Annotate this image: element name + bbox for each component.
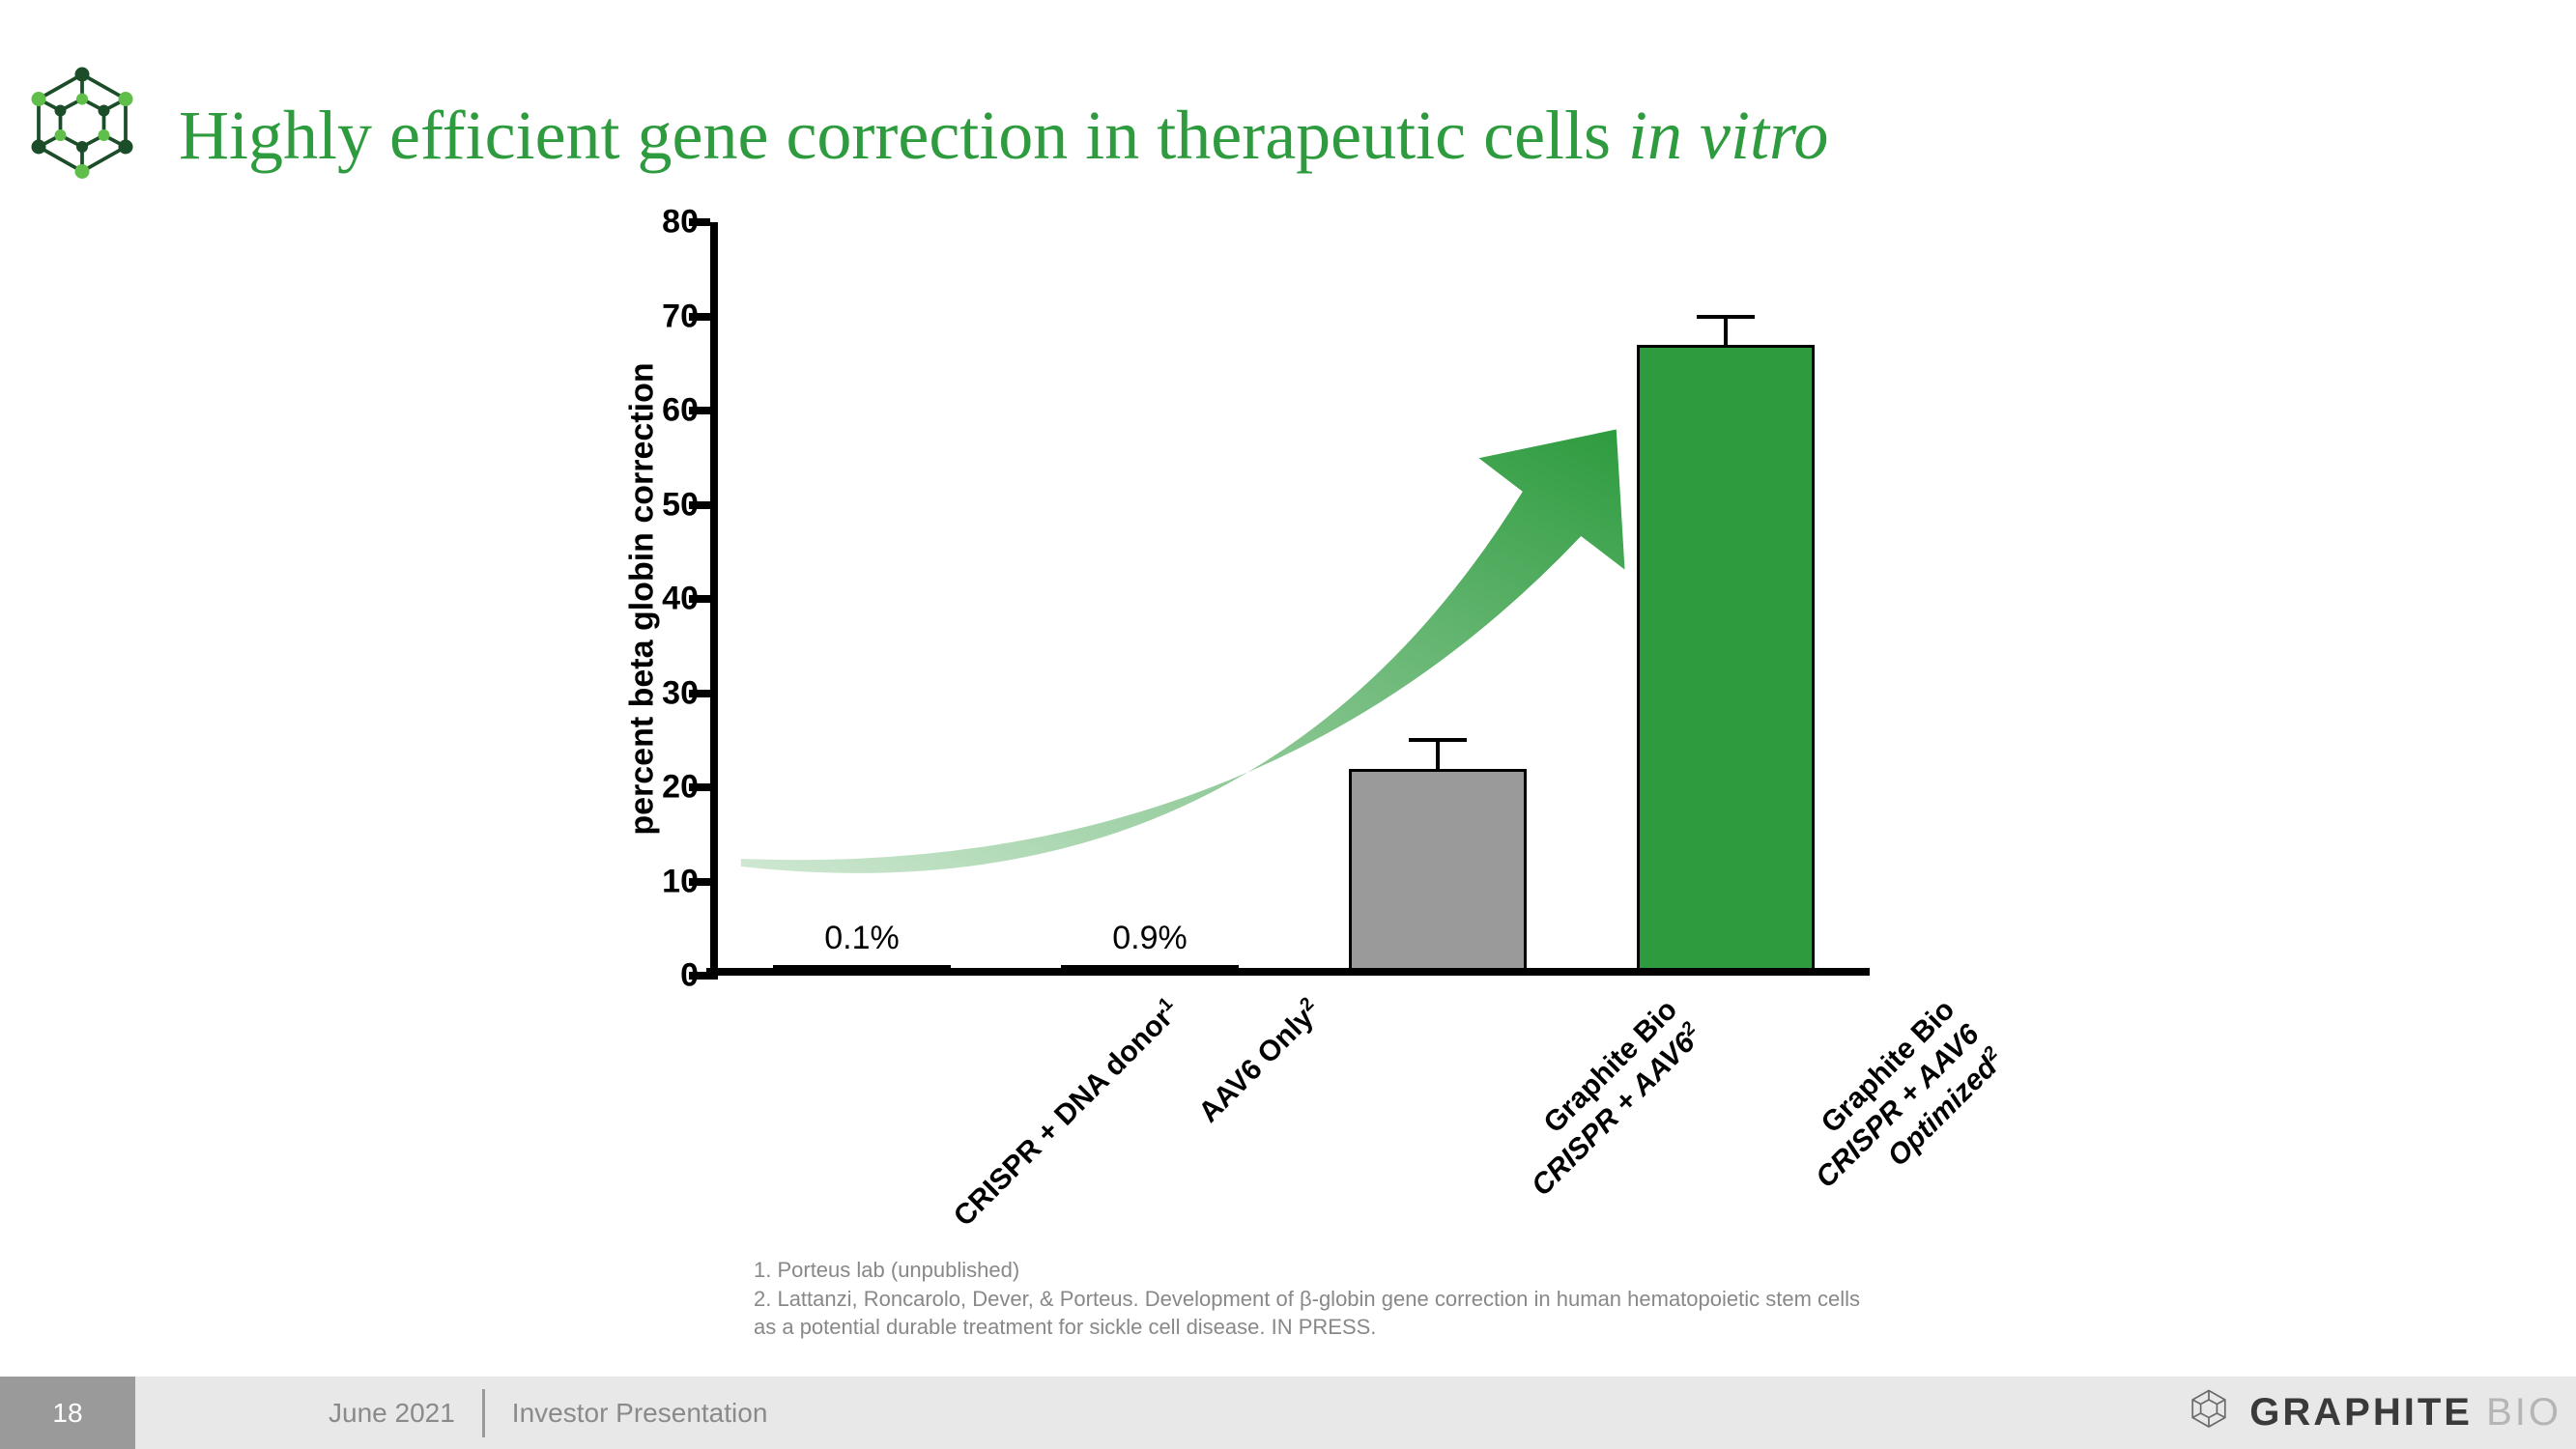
footer-label: Investor Presentation (512, 1398, 768, 1429)
y-tick-label: 60 (662, 392, 699, 430)
footer-date: June 2021 (329, 1398, 455, 1429)
x-tick-label: Graphite BioCRISPR + AAV62 (1500, 993, 1710, 1204)
bar (1637, 345, 1816, 968)
error-bar-stem (1724, 317, 1728, 345)
x-tick-label: AAV6 Only2 (1191, 993, 1329, 1130)
brand-bold: GRAPHITE (2249, 1391, 2473, 1434)
error-bar-stem (1436, 740, 1440, 768)
y-tick-label: 30 (662, 674, 699, 712)
slide-title: Highly efficient gene correction in ther… (179, 96, 1828, 176)
y-axis-label: percent beta globin correction (624, 362, 662, 835)
bar (1349, 769, 1528, 969)
bar-value-label: 0.9% (1112, 920, 1188, 957)
y-tick-label: 0 (680, 957, 699, 995)
footer-brand: GRAPHITE BIO (2182, 1386, 2562, 1440)
x-tick-label: Graphite BioCRISPR + AAV6Optimized2 (1785, 993, 2013, 1221)
bar (773, 965, 952, 968)
y-tick-label: 70 (662, 298, 699, 335)
plot-area: percent beta globin correction 010203040… (710, 222, 1870, 976)
x-tick-label: CRISPR + DNA donor1 (946, 993, 1187, 1234)
brand-light: BIO (2473, 1391, 2562, 1434)
slide-title-main: Highly efficient gene correction in ther… (179, 97, 1628, 174)
error-bar-cap (1409, 738, 1467, 742)
bar (1061, 965, 1240, 968)
slide-title-em: in vitro (1628, 97, 1828, 174)
chart-footnotes: 1. Porteus lab (unpublished) 2. Lattanzi… (754, 1256, 1875, 1342)
error-bar-cap (1697, 315, 1755, 319)
graphite-logo-icon (0, 58, 169, 213)
bar-chart: percent beta globin correction 0 10 20 30 40… (618, 222, 1875, 1285)
y-tick-label: 20 (662, 769, 699, 807)
y-tick-label: 80 (662, 204, 699, 242)
y-tick-label: 10 (662, 863, 699, 900)
bar-value-label: 0.1% (824, 920, 900, 957)
footnote-2: 2. Lattanzi, Roncarolo, Dever, & Porteus… (754, 1285, 1875, 1342)
brand-text: GRAPHITE BIO (2249, 1391, 2562, 1435)
page-number: 18 (0, 1377, 135, 1449)
y-tick-label: 50 (662, 486, 699, 524)
slide-footer: 18 June 2021 Investor Presentation GRAPH… (0, 1377, 2576, 1449)
y-tick-label: 40 (662, 581, 699, 618)
graphite-logo-icon (2182, 1386, 2236, 1440)
footnote-1: 1. Porteus lab (unpublished) (754, 1256, 1875, 1285)
footer-separator (482, 1389, 485, 1437)
slide-header: Highly efficient gene correction in ther… (0, 58, 1828, 213)
